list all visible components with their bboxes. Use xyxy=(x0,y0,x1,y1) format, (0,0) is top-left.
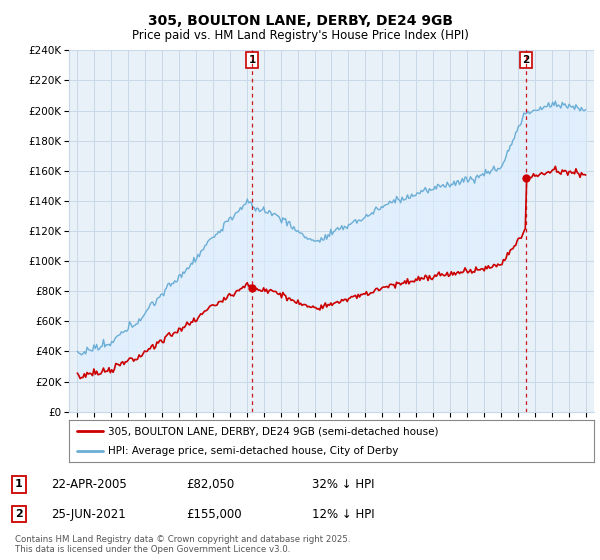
Text: 12% ↓ HPI: 12% ↓ HPI xyxy=(312,507,374,521)
Text: 25-JUN-2021: 25-JUN-2021 xyxy=(51,507,126,521)
Text: 22-APR-2005: 22-APR-2005 xyxy=(51,478,127,491)
Text: 2: 2 xyxy=(522,55,530,65)
Text: 1: 1 xyxy=(248,55,256,65)
Text: 1: 1 xyxy=(15,479,23,489)
Text: 305, BOULTON LANE, DERBY, DE24 9GB: 305, BOULTON LANE, DERBY, DE24 9GB xyxy=(148,14,452,28)
Text: 2: 2 xyxy=(15,509,23,519)
Text: £155,000: £155,000 xyxy=(186,507,242,521)
Text: Price paid vs. HM Land Registry's House Price Index (HPI): Price paid vs. HM Land Registry's House … xyxy=(131,29,469,42)
Text: Contains HM Land Registry data © Crown copyright and database right 2025.
This d: Contains HM Land Registry data © Crown c… xyxy=(15,535,350,554)
Text: 305, BOULTON LANE, DERBY, DE24 9GB (semi-detached house): 305, BOULTON LANE, DERBY, DE24 9GB (semi… xyxy=(109,426,439,436)
Text: 32% ↓ HPI: 32% ↓ HPI xyxy=(312,478,374,491)
Text: £82,050: £82,050 xyxy=(186,478,234,491)
Text: HPI: Average price, semi-detached house, City of Derby: HPI: Average price, semi-detached house,… xyxy=(109,446,399,456)
